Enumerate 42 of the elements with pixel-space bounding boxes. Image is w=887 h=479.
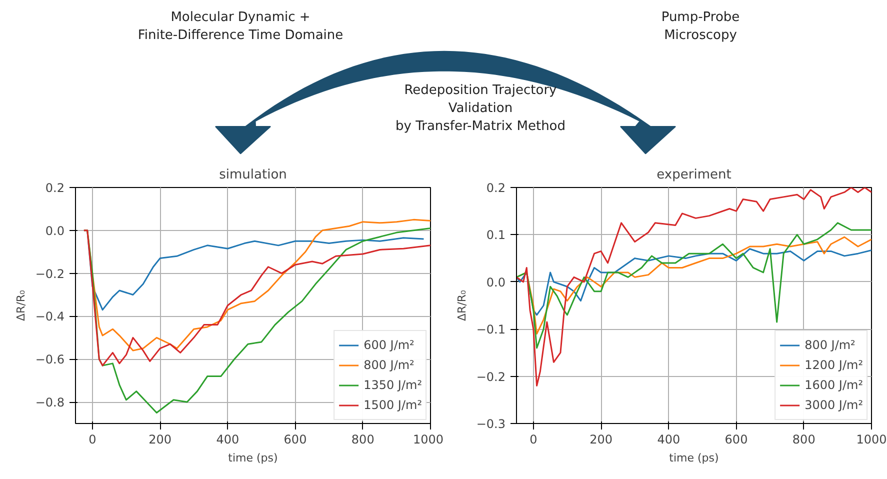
legend-label: 1350 J/m²	[364, 378, 422, 392]
y-tick-label: −0.6	[35, 352, 64, 367]
x-tick-label: 0	[88, 432, 96, 446]
y-tick-label: −0.4	[35, 310, 64, 324]
x-tick-label: 1000	[412, 432, 444, 446]
legend-label: 600 J/m²	[364, 338, 414, 352]
x-tick-label: 800	[351, 432, 374, 446]
y-axis-title: ΔR/R₀	[14, 289, 28, 321]
text: Redeposition Trajectory Validation by Transfer-Matrix Method	[395, 82, 566, 134]
x-tick-label: 600	[284, 432, 307, 446]
chart-title: experiment	[656, 168, 732, 182]
y-tick-label: 0.1	[486, 228, 506, 242]
line-series	[516, 248, 872, 316]
y-tick-label: −0.3	[476, 417, 506, 431]
legend-label: 1600 J/m²	[804, 378, 863, 392]
x-axis-title: time (ps)	[228, 452, 278, 464]
legend-label: 800 J/m²	[364, 358, 414, 372]
text: Pump-Probe Microscopy	[661, 10, 740, 44]
x-tick-label: 1000	[856, 432, 887, 446]
x-tick-label: 400	[216, 432, 240, 446]
chart-title: simulation	[219, 168, 287, 182]
legend-label: 800 J/m²	[804, 338, 856, 352]
x-tick-label: 200	[148, 432, 172, 446]
y-tick-label: 0.2	[486, 181, 506, 195]
legend-label: 1500 J/m²	[364, 398, 422, 412]
legend-label: 1200 J/m²	[804, 358, 863, 372]
y-tick-label: −0.8	[35, 396, 64, 410]
y-tick-label: 0.0	[45, 224, 65, 238]
x-tick-label: 0	[530, 432, 538, 446]
x-tick-label: 600	[724, 432, 748, 446]
x-tick-label: 200	[590, 432, 612, 446]
text: Molecular Dynamic + Finite-Difference Time Domaine	[138, 10, 344, 44]
y-tick-label: 0.0	[486, 275, 506, 290]
y-axis-title: ΔR/R₀	[455, 289, 468, 321]
x-tick-label: 800	[792, 432, 816, 446]
y-tick-label: 0.2	[45, 181, 65, 195]
y-tick-label: −0.1	[476, 322, 506, 337]
y-tick-label: −0.2	[476, 370, 506, 384]
y-tick-label: −0.2	[35, 266, 64, 281]
legend-label: 3000 J/m²	[804, 398, 863, 412]
x-axis-title: time (ps)	[669, 452, 719, 464]
x-tick-label: 400	[657, 432, 680, 446]
